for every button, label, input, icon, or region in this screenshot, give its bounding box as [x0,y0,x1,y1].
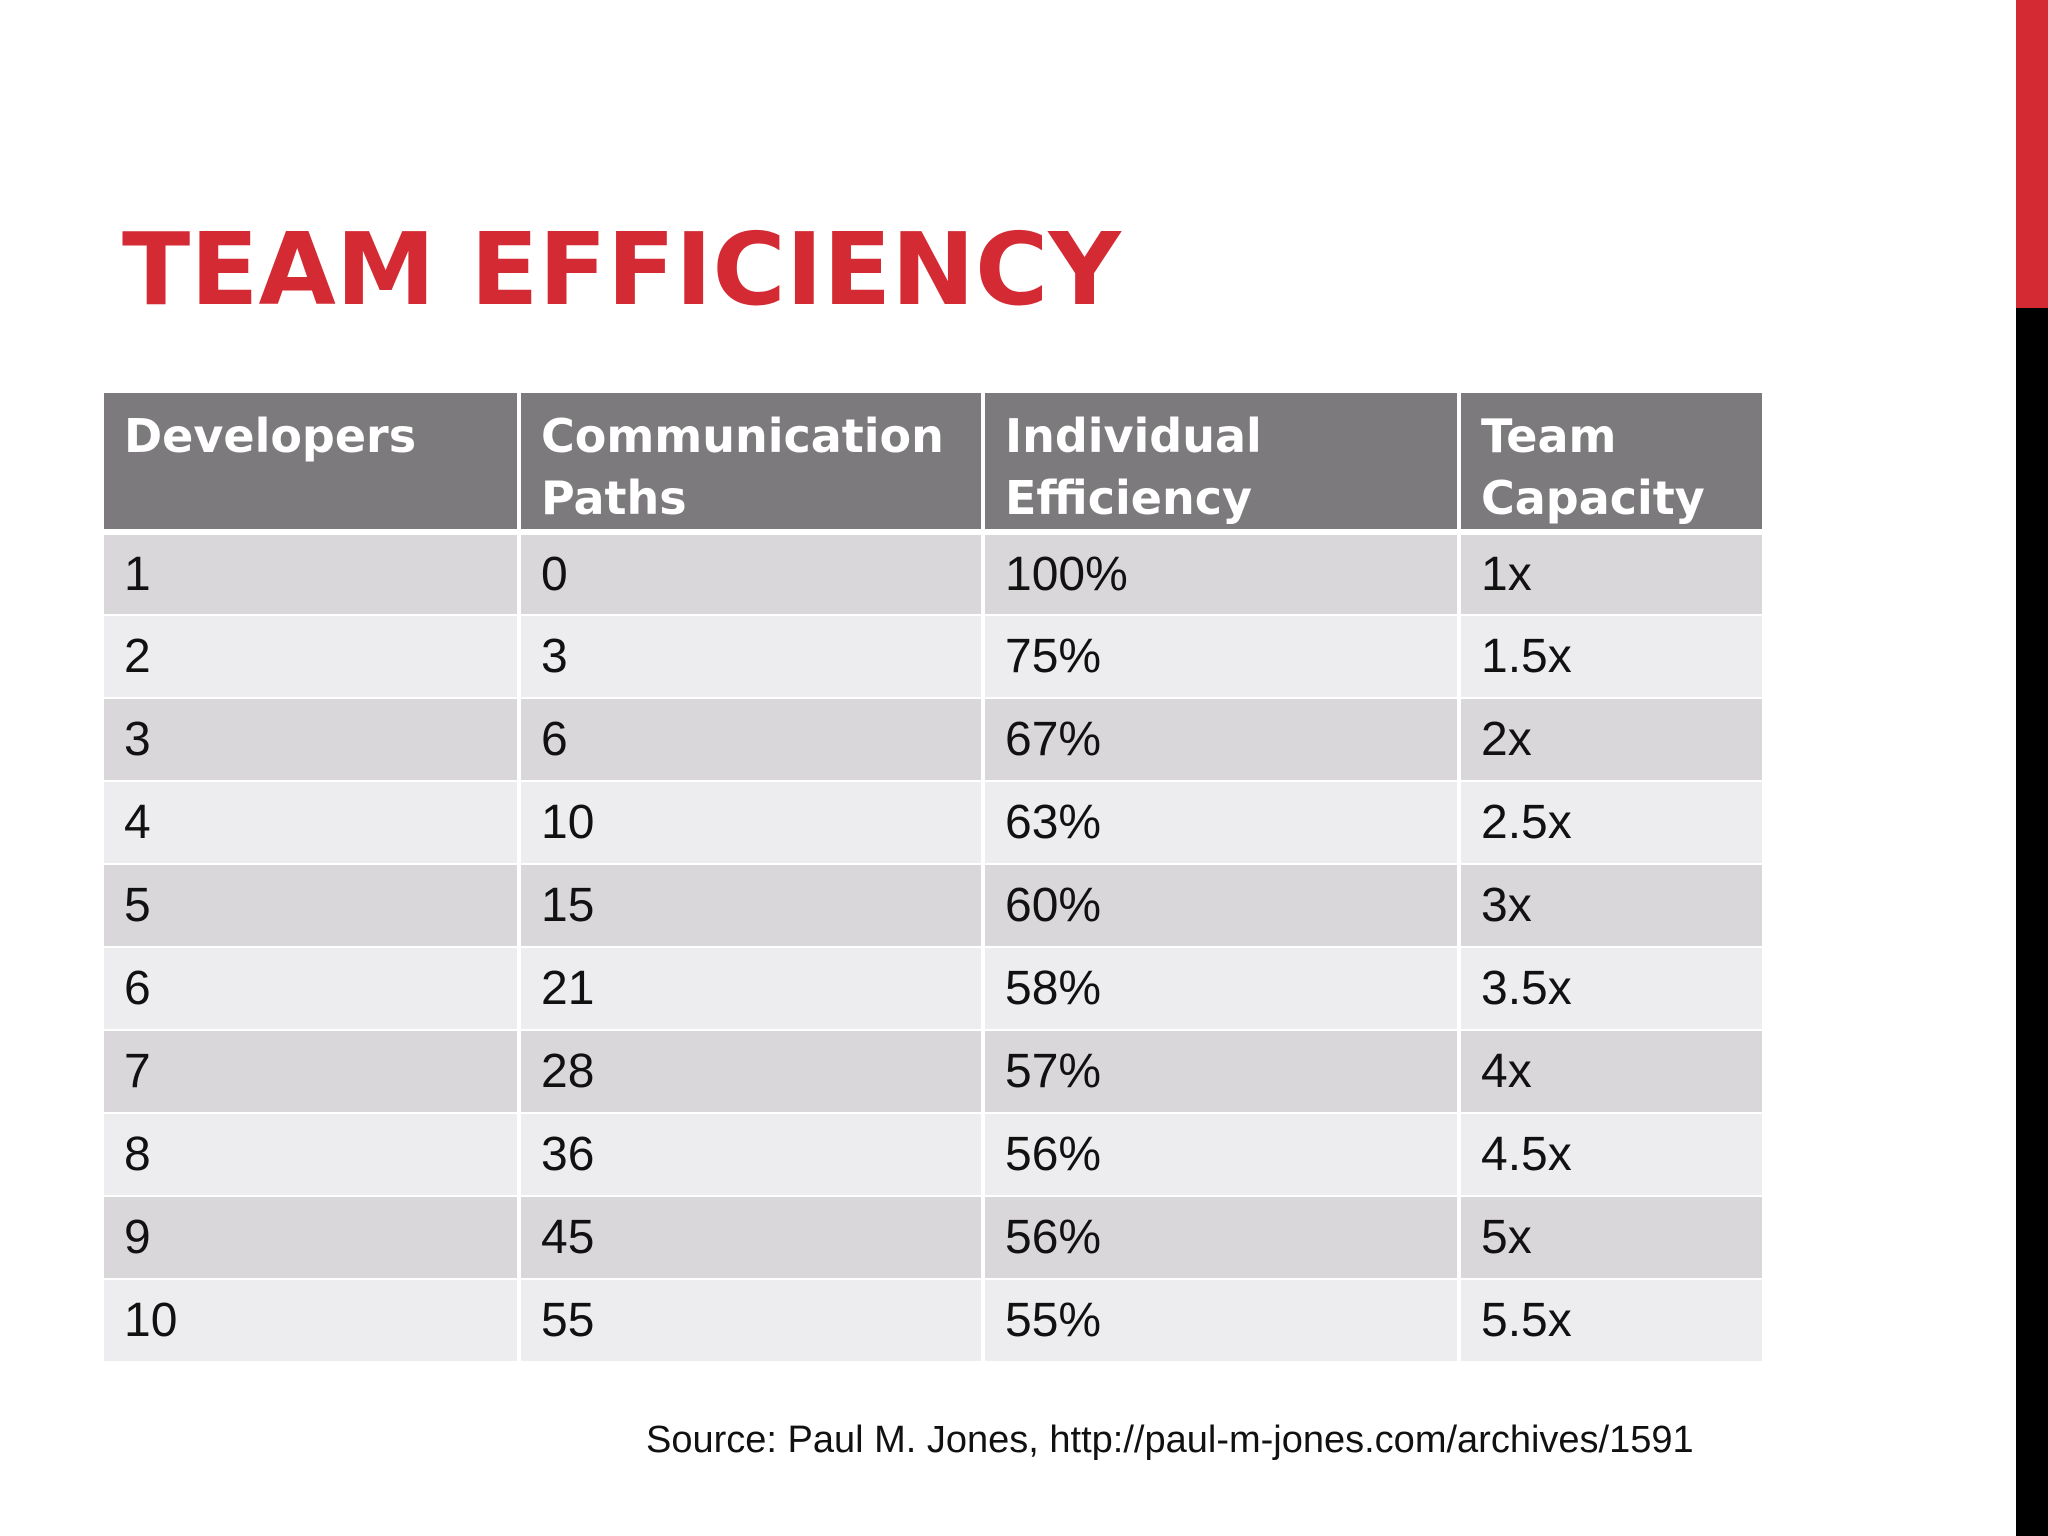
cell-team-capacity: 4.5x [1459,1113,1762,1197]
cell-team-capacity: 5x [1459,1196,1762,1280]
header-team-capacity: Team Capacity [1459,393,1762,535]
cell-developers: 8 [104,1113,521,1197]
cell-developers: 10 [104,1279,521,1363]
cell-team-capacity: 2x [1459,698,1762,782]
cell-communication-paths: 15 [519,864,985,948]
cell-developers: 5 [104,864,521,948]
cell-communication-paths: 28 [519,1030,985,1114]
cell-communication-paths: 36 [519,1113,985,1197]
table-row: 9 45 56% 5x [104,1196,1762,1280]
cell-communication-paths: 55 [519,1279,985,1363]
cell-developers: 1 [104,532,521,616]
cell-developers: 9 [104,1196,521,1280]
cell-individual-efficiency: 63% [983,781,1461,865]
cell-communication-paths: 10 [519,781,985,865]
cell-communication-paths: 6 [519,698,985,782]
cell-team-capacity: 5.5x [1459,1279,1762,1363]
cell-individual-efficiency: 58% [983,947,1461,1031]
cell-team-capacity: 3x [1459,864,1762,948]
header-developers: Developers [104,393,521,535]
cell-developers: 7 [104,1030,521,1114]
cell-developers: 6 [104,947,521,1031]
cell-communication-paths: 3 [519,615,985,699]
efficiency-table: Developers Communication Paths Individua… [104,393,1762,1363]
cell-communication-paths: 21 [519,947,985,1031]
cell-individual-efficiency: 75% [983,615,1461,699]
cell-individual-efficiency: 67% [983,698,1461,782]
cell-team-capacity: 4x [1459,1030,1762,1114]
cell-communication-paths: 45 [519,1196,985,1280]
efficiency-table-container: Developers Communication Paths Individua… [104,393,1762,1363]
cell-individual-efficiency: 56% [983,1196,1461,1280]
header-individual-efficiency: Individual Efficiency [983,393,1461,535]
table-row: 8 36 56% 4.5x [104,1113,1762,1197]
cell-communication-paths: 0 [519,532,985,616]
slide-title: TEAM EFFICIENCY [122,211,1121,328]
table-row: 10 55 55% 5.5x [104,1279,1762,1363]
cell-individual-efficiency: 100% [983,532,1461,616]
table-row: 2 3 75% 1.5x [104,615,1762,699]
cell-team-capacity: 3.5x [1459,947,1762,1031]
cell-team-capacity: 2.5x [1459,781,1762,865]
table-header-row: Developers Communication Paths Individua… [104,393,1762,535]
table-row: 1 0 100% 1x [104,532,1762,616]
source-citation: Source: Paul M. Jones, http://paul-m-jon… [646,1419,1694,1461]
cell-individual-efficiency: 60% [983,864,1461,948]
cell-developers: 3 [104,698,521,782]
table-row: 7 28 57% 4x [104,1030,1762,1114]
cell-developers: 2 [104,615,521,699]
cell-individual-efficiency: 56% [983,1113,1461,1197]
cell-individual-efficiency: 55% [983,1279,1461,1363]
accent-bar-black [2016,308,2048,1536]
cell-developers: 4 [104,781,521,865]
cell-team-capacity: 1.5x [1459,615,1762,699]
table-row: 6 21 58% 3.5x [104,947,1762,1031]
table-row: 4 10 63% 2.5x [104,781,1762,865]
table-row: 3 6 67% 2x [104,698,1762,782]
accent-bar-red [2016,0,2048,308]
table-row: 5 15 60% 3x [104,864,1762,948]
cell-individual-efficiency: 57% [983,1030,1461,1114]
header-communication-paths: Communication Paths [519,393,985,535]
cell-team-capacity: 1x [1459,532,1762,616]
